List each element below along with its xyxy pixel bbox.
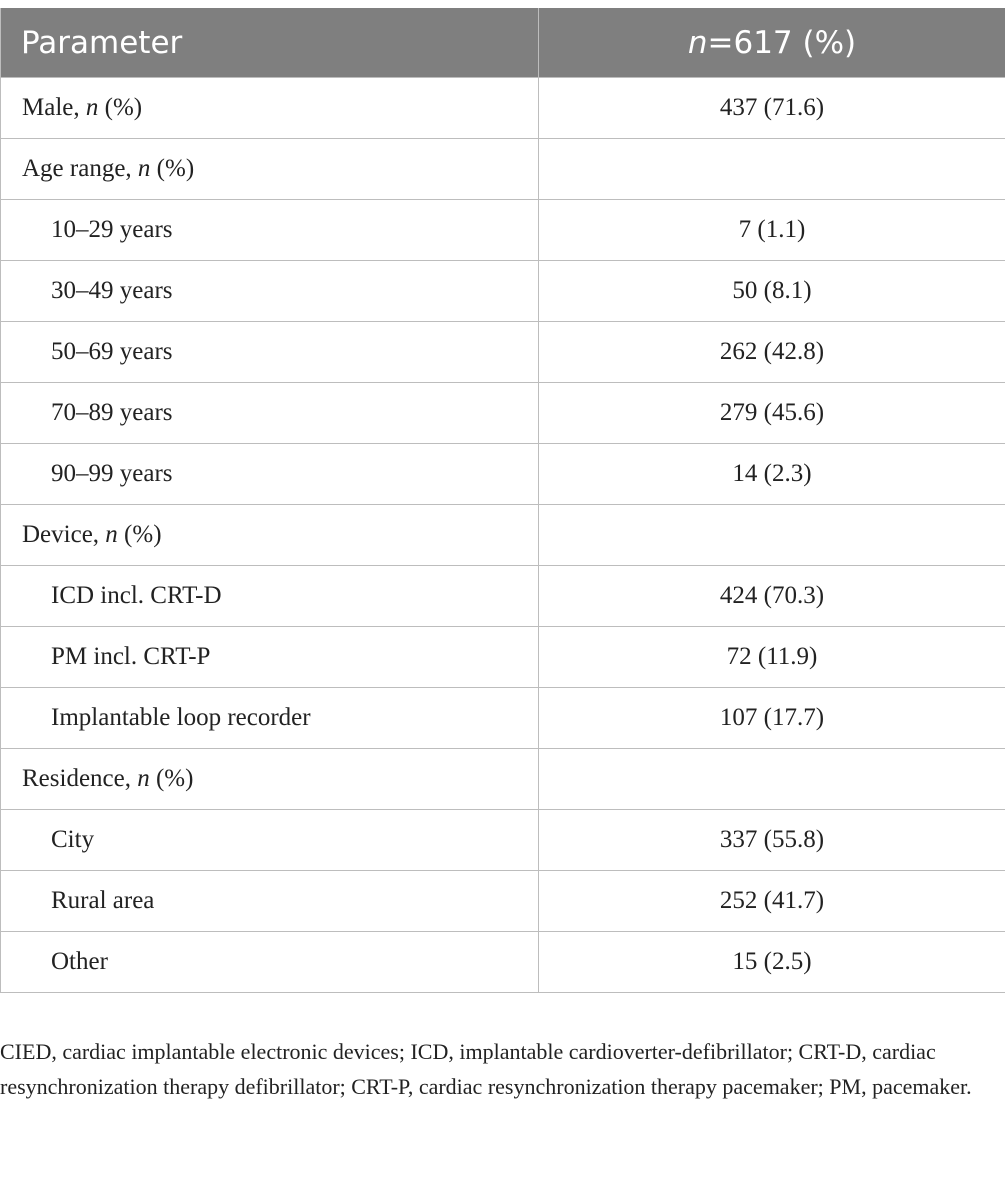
header-sample-size: n=617 (%) (538, 8, 1005, 78)
row-label: Age range, n (%) (0, 138, 539, 200)
row-label: PM incl. CRT-P (0, 626, 539, 688)
row-value (538, 504, 1005, 566)
row-value: 279 (45.6) (538, 382, 1005, 444)
table-row: ICD incl. CRT-D 424 (70.3) (0, 565, 1005, 627)
row-label-n-symbol: n (137, 155, 151, 182)
row-value (538, 748, 1005, 810)
row-label: Rural area (0, 870, 539, 932)
table-row: 10–29 years 7 (1.1) (0, 199, 1005, 261)
row-value: 262 (42.8) (538, 321, 1005, 383)
row-label-text: City (51, 826, 95, 853)
row-value: 7 (1.1) (538, 199, 1005, 261)
row-value: 424 (70.3) (538, 565, 1005, 627)
row-label: 50–69 years (0, 321, 539, 383)
table-row: Age range, n (%) (0, 138, 1005, 200)
row-label-text: 10–29 years (51, 216, 173, 243)
row-label: ICD incl. CRT-D (0, 565, 539, 627)
table-row: 30–49 years 50 (8.1) (0, 260, 1005, 322)
row-label-text: Male, (22, 94, 86, 121)
row-label-suffix: (%) (117, 521, 162, 548)
row-label: Male, n (%) (0, 77, 539, 139)
row-value: 337 (55.8) (538, 809, 1005, 871)
row-value: 14 (2.3) (538, 443, 1005, 505)
row-value: 107 (17.7) (538, 687, 1005, 749)
table-row: Device, n (%) (0, 504, 1005, 566)
table-row: Implantable loop recorder 107 (17.7) (0, 687, 1005, 749)
row-label: Residence, n (%) (0, 748, 539, 810)
row-label: 70–89 years (0, 382, 539, 444)
row-value: 50 (8.1) (538, 260, 1005, 322)
table-row: Residence, n (%) (0, 748, 1005, 810)
row-label-text: Device, (22, 521, 106, 548)
row-label-n-symbol: n (105, 521, 118, 548)
row-label: 10–29 years (0, 199, 539, 261)
row-label: Other (0, 931, 539, 993)
table-row: Other 15 (2.5) (0, 931, 1005, 993)
header-parameter: Parameter (0, 8, 539, 78)
table-body: Male, n (%) 437 (71.6) Age range, n (%) 10–… (0, 77, 1005, 993)
row-label: City (0, 809, 539, 871)
row-label-text: Residence, (22, 765, 138, 792)
row-value (538, 138, 1005, 200)
row-label-text: Age range, (22, 155, 138, 182)
row-label-suffix: (%) (98, 94, 143, 121)
row-label-text: PM incl. CRT-P (51, 643, 211, 670)
row-label-n-symbol: n (85, 94, 99, 121)
row-label: 90–99 years (0, 443, 539, 505)
table-row: 70–89 years 279 (45.6) (0, 382, 1005, 444)
table-footnote: CIED, cardiac implantable electronic dev… (0, 1039, 972, 1099)
row-label: 30–49 years (0, 260, 539, 322)
row-label-text: ICD incl. CRT-D (51, 582, 222, 609)
table-row: City 337 (55.8) (0, 809, 1005, 871)
row-label-text: 70–89 years (51, 399, 173, 426)
table-header-row: Parameter n=617 (%) (0, 8, 1005, 78)
table-row: Male, n (%) 437 (71.6) (0, 77, 1005, 139)
row-label-text: Other (51, 948, 108, 975)
header-n-symbol: n (687, 24, 708, 61)
demographics-table: Parameter n=617 (%) Male, n (%) 437 (71.6… (0, 8, 1005, 993)
row-label: Implantable loop recorder (0, 687, 539, 749)
demographics-table-container: Parameter n=617 (%) Male, n (%) 437 (71.6… (0, 8, 1005, 993)
row-label-text: 30–49 years (51, 277, 173, 304)
row-label: Device, n (%) (0, 504, 539, 566)
row-value: 437 (71.6) (538, 77, 1005, 139)
row-label-suffix: (%) (149, 765, 194, 792)
row-label-text: Implantable loop recorder (51, 704, 311, 731)
table-row: 90–99 years 14 (2.3) (0, 443, 1005, 505)
row-label-n-symbol: n (137, 765, 150, 792)
row-value: 252 (41.7) (538, 870, 1005, 932)
row-label-text: Rural area (51, 887, 155, 914)
row-label-text: 90–99 years (51, 460, 173, 487)
row-label-suffix: (%) (150, 155, 195, 182)
row-label-text: 50–69 years (51, 338, 173, 365)
table-row: 50–69 years 262 (42.8) (0, 321, 1005, 383)
header-n-value: =617 (%) (707, 24, 857, 61)
row-value: 15 (2.5) (538, 931, 1005, 993)
table-row: PM incl. CRT-P 72 (11.9) (0, 626, 1005, 688)
table-row: Rural area 252 (41.7) (0, 870, 1005, 932)
row-value: 72 (11.9) (538, 626, 1005, 688)
